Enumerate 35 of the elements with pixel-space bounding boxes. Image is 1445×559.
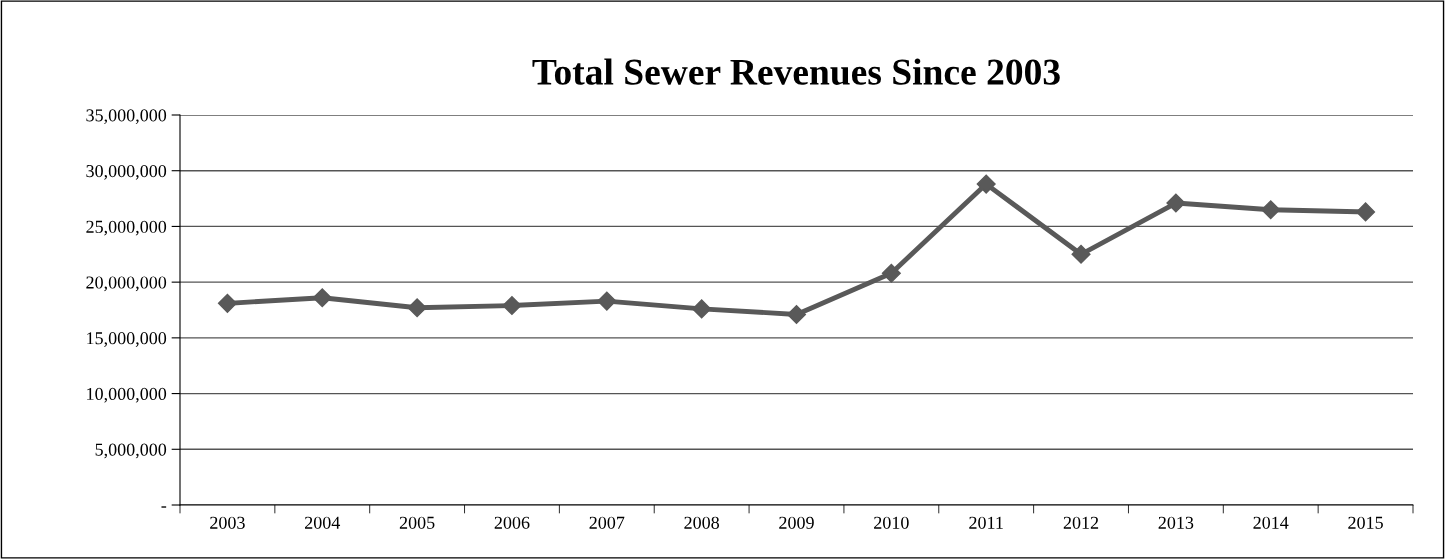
point: [217, 293, 237, 313]
x-tick-label: 2014: [1253, 516, 1289, 529]
x-tick-label: 2009: [779, 516, 814, 529]
x-tick-label: 2004: [305, 516, 341, 529]
y-tick-label: 25,000,000: [86, 220, 167, 236]
y-tick-label: 15,000,000: [87, 332, 167, 347]
y-tick-label: 20,000,000: [86, 276, 167, 292]
x-tick-label: 2008: [684, 516, 720, 529]
point: [692, 299, 712, 319]
point: [1261, 200, 1281, 220]
x-tick-label: 2003: [210, 516, 245, 529]
x-tick-label: 2005: [399, 516, 435, 529]
point: [976, 174, 996, 194]
x-tick-label: 2006: [494, 516, 530, 529]
point: [786, 304, 807, 324]
y-tick-label: -: [161, 506, 167, 508]
point: [597, 291, 617, 311]
point: [1356, 202, 1376, 222]
x-tick-label: 2010: [874, 516, 909, 529]
x-tick-label: 2013: [1158, 516, 1194, 529]
point: [1166, 193, 1186, 213]
x-tick-label: 2012: [1063, 516, 1099, 529]
y-tick-label: 35,000,000: [86, 109, 167, 125]
x-tick-label: 2007: [589, 516, 625, 529]
x-tick-label: 2015: [1348, 516, 1383, 529]
point: [312, 288, 332, 308]
y-tick-label: 5,000,000: [95, 443, 167, 459]
x-tick-label: 2011: [969, 516, 1003, 529]
point: [502, 296, 522, 316]
y-tick-label: 10,000,000: [87, 387, 167, 403]
point: [881, 263, 901, 283]
chart-title: Total Sewer Revenues Since 2003: [532, 58, 1060, 85]
point: [1071, 244, 1091, 264]
point: [407, 298, 427, 318]
y-tick-label: 30,000,000: [86, 164, 167, 180]
